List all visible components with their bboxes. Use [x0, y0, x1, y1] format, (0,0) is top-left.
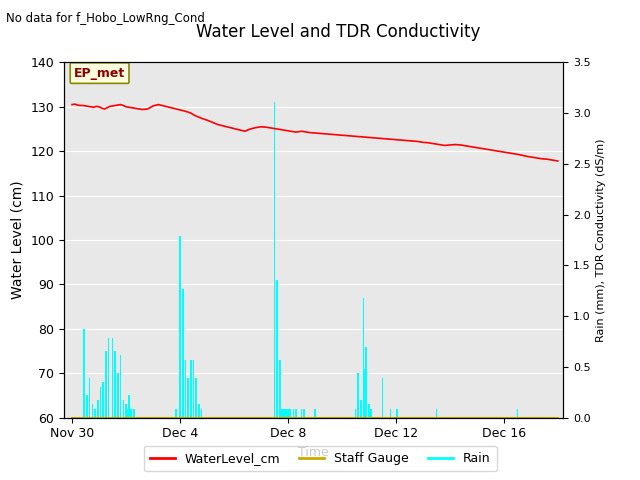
Bar — [122, 400, 124, 418]
Bar — [125, 404, 127, 418]
Bar — [179, 236, 181, 418]
Bar — [276, 280, 278, 418]
Bar — [368, 404, 370, 418]
Bar — [287, 409, 289, 418]
Bar — [129, 409, 131, 418]
Bar — [175, 409, 177, 418]
Bar — [128, 396, 129, 418]
Bar — [112, 338, 113, 418]
Bar — [355, 409, 356, 418]
Bar — [105, 351, 107, 418]
Bar — [115, 351, 116, 418]
Bar — [83, 329, 85, 418]
Bar — [201, 409, 202, 418]
Bar — [131, 409, 132, 418]
Bar — [289, 409, 290, 418]
Bar — [127, 409, 128, 418]
Bar — [97, 400, 99, 418]
Bar — [301, 409, 302, 418]
Bar — [365, 347, 367, 418]
Bar — [190, 360, 191, 418]
Bar — [188, 378, 189, 418]
Bar — [357, 373, 359, 418]
Bar — [89, 378, 90, 418]
Bar — [184, 360, 186, 418]
Bar — [279, 360, 281, 418]
Bar — [102, 382, 104, 418]
Bar — [369, 409, 371, 418]
Bar — [284, 409, 286, 418]
Bar — [292, 409, 294, 418]
Bar — [100, 386, 101, 418]
Bar — [86, 396, 88, 418]
Bar — [117, 373, 119, 418]
X-axis label: Time: Time — [298, 446, 329, 459]
Bar — [290, 409, 291, 418]
Bar — [283, 409, 285, 418]
Bar — [282, 409, 284, 418]
Bar — [92, 404, 93, 418]
Bar — [274, 102, 275, 418]
Bar — [94, 409, 96, 418]
Y-axis label: Rain (mm), TDR Conductivity (dS/m): Rain (mm), TDR Conductivity (dS/m) — [596, 138, 606, 342]
Text: No data for f_Hobo_LowRng_Cond: No data for f_Hobo_LowRng_Cond — [6, 12, 205, 25]
Bar — [133, 409, 135, 418]
Bar — [381, 378, 383, 418]
Bar — [193, 360, 195, 418]
Bar — [314, 409, 316, 418]
Bar — [364, 369, 365, 418]
Bar — [436, 409, 437, 418]
Bar — [120, 355, 122, 418]
Bar — [108, 338, 109, 418]
Bar — [396, 409, 398, 418]
Bar — [286, 409, 287, 418]
Legend: WaterLevel_cm, Staff Gauge, Rain: WaterLevel_cm, Staff Gauge, Rain — [143, 446, 497, 471]
Y-axis label: Water Level (cm): Water Level (cm) — [11, 180, 25, 300]
Bar — [295, 409, 297, 418]
Title: Water Level and TDR Conductivity: Water Level and TDR Conductivity — [196, 24, 481, 41]
Bar — [371, 409, 372, 418]
Bar — [198, 404, 200, 418]
Bar — [280, 409, 282, 418]
Bar — [360, 400, 362, 418]
Bar — [390, 409, 391, 418]
Bar — [195, 378, 197, 418]
Bar — [363, 298, 364, 418]
Text: EP_met: EP_met — [74, 67, 125, 80]
Bar — [182, 289, 184, 418]
Bar — [303, 409, 305, 418]
Bar — [516, 409, 518, 418]
